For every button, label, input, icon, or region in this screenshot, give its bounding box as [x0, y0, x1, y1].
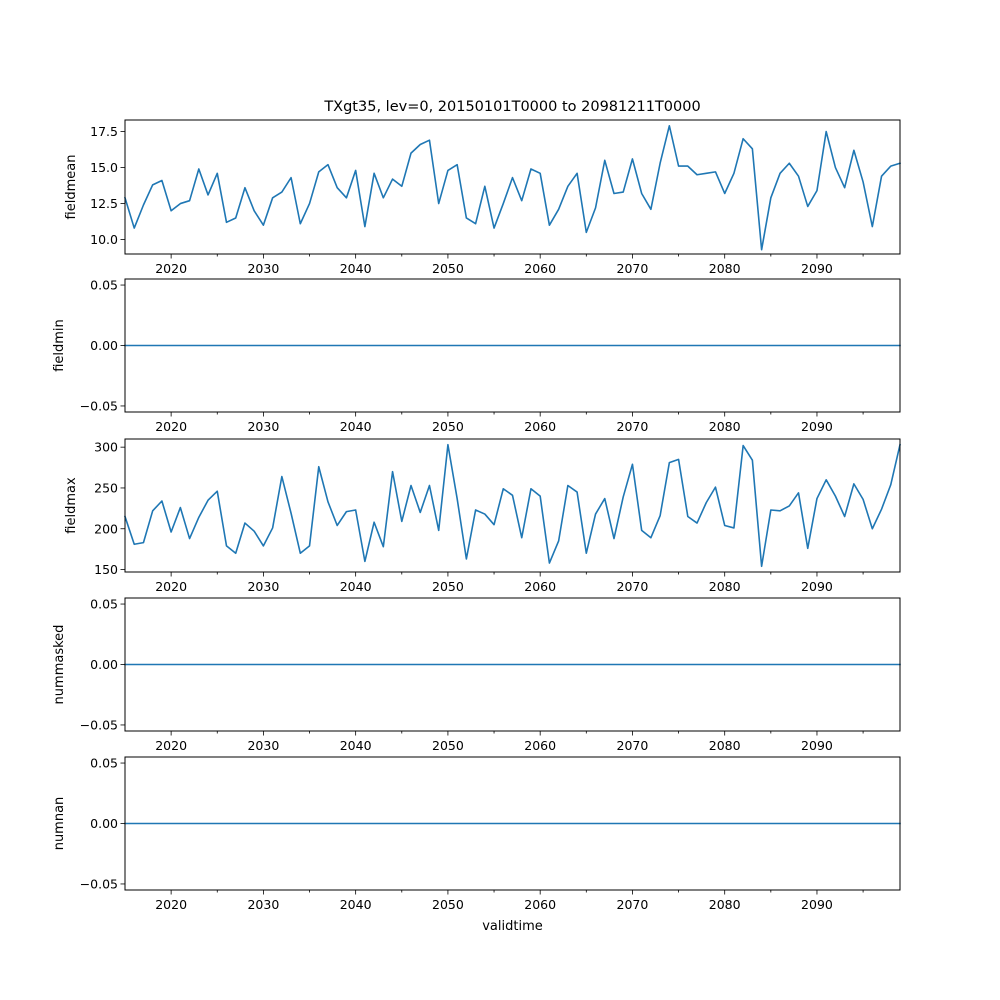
x-tick-label-fieldmax: 2030	[247, 579, 279, 594]
y-axis-label-numnan: numnan	[52, 797, 67, 851]
y-tick-label-nummasked: −0.05	[80, 717, 118, 732]
x-tick-label-nummasked: 2050	[432, 738, 464, 753]
x-tick-label-fieldmax: 2080	[709, 579, 741, 594]
x-tick-label-fieldmax: 2070	[617, 579, 649, 594]
panel-fieldmax: 150 200 250 300 2020 2030 2040 2050 2060 2070 2080…	[64, 438, 901, 594]
x-tick-label-numnan: 2070	[617, 897, 649, 912]
x-tick-label-numnan: 2020	[155, 897, 187, 912]
y-axis-label-fieldmean: fieldmean	[64, 155, 79, 220]
y-tick-label-fieldmax: 150	[94, 562, 118, 577]
y-axis-label-fieldmax: fieldmax	[64, 477, 79, 534]
y-tick-label-fieldmin: −0.05	[80, 398, 118, 413]
x-tick-label-fieldmin: 2050	[432, 419, 464, 434]
axes-frame-fieldmax	[124, 438, 901, 573]
x-tick-label-fieldmin: 2030	[247, 419, 279, 434]
series-line-fieldmean	[124, 124, 902, 251]
x-tick-label-fieldmin: 2020	[155, 419, 187, 434]
x-tick-label-fieldmean: 2030	[247, 261, 279, 276]
x-axis-label: validtime	[482, 919, 543, 934]
x-tick-label-fieldmean: 2090	[801, 261, 833, 276]
x-tick-label-fieldmax: 2020	[155, 579, 187, 594]
x-tick-label-numnan: 2050	[432, 897, 464, 912]
x-tick-label-fieldmax: 2050	[432, 579, 464, 594]
x-tick-label-nummasked: 2090	[801, 738, 833, 753]
y-tick-label-fieldmean: 10.0	[90, 232, 118, 247]
x-tick-label-fieldmin: 2060	[524, 419, 556, 434]
x-tick-label-nummasked: 2070	[617, 738, 649, 753]
axes-frame-fieldmean	[124, 119, 901, 255]
y-tick-label-nummasked: 0.00	[90, 657, 118, 672]
x-tick-label-fieldmax: 2040	[340, 579, 372, 594]
chart-title: TXgt35, lev=0, 20150101T0000 to 20981211…	[323, 99, 700, 115]
y-axis-label-fieldmin: fieldmin	[52, 319, 67, 372]
y-axis-label-nummasked: nummasked	[52, 625, 67, 705]
panels: 10.0 12.5 15.0 17.5 2020 2030 2040 2050 2060 2070…	[52, 119, 902, 912]
x-tick-label-fieldmax: 2090	[801, 579, 833, 594]
x-tick-label-nummasked: 2030	[247, 738, 279, 753]
y-tick-label-fieldmean: 17.5	[90, 124, 118, 139]
y-tick-label-nummasked: 0.05	[90, 597, 118, 612]
x-tick-label-nummasked: 2040	[340, 738, 372, 753]
x-tick-label-numnan: 2040	[340, 897, 372, 912]
x-tick-label-fieldmin: 2040	[340, 419, 372, 434]
y-tick-label-fieldmax: 200	[94, 521, 118, 536]
x-tick-label-fieldmean: 2040	[340, 261, 372, 276]
x-tick-label-numnan: 2090	[801, 897, 833, 912]
y-tick-label-numnan: 0.05	[90, 756, 118, 771]
panel-fieldmin: −0.05 0.00 0.05 2020 2030 2040 2050 2060 2070 208…	[52, 278, 901, 434]
x-tick-label-fieldmean: 2080	[709, 261, 741, 276]
panel-numnan: −0.05 0.00 0.05 2020 2030 2040 2050 2060 2070 208…	[52, 756, 901, 912]
y-tick-label-fieldmin: 0.05	[90, 278, 118, 293]
x-tick-label-numnan: 2060	[524, 897, 556, 912]
x-tick-label-numnan: 2030	[247, 897, 279, 912]
x-tick-label-fieldmin: 2070	[617, 419, 649, 434]
x-tick-label-nummasked: 2060	[524, 738, 556, 753]
x-tick-label-fieldmean: 2020	[155, 261, 187, 276]
y-tick-label-numnan: −0.05	[80, 876, 118, 891]
x-tick-label-fieldmean: 2060	[524, 261, 556, 276]
x-tick-label-numnan: 2080	[709, 897, 741, 912]
x-tick-label-fieldmean: 2050	[432, 261, 464, 276]
panel-nummasked: −0.05 0.00 0.05 2020 2030 2040 2050 2060 2070 208…	[52, 597, 901, 753]
series-line-fieldmax	[123, 443, 901, 568]
x-tick-label-fieldmean: 2070	[617, 261, 649, 276]
x-tick-label-fieldmin: 2080	[709, 419, 741, 434]
x-tick-label-fieldmax: 2060	[524, 579, 556, 594]
x-tick-label-nummasked: 2080	[709, 738, 741, 753]
x-tick-label-nummasked: 2020	[155, 738, 187, 753]
x-tick-label-fieldmin: 2090	[801, 419, 833, 434]
y-tick-label-fieldmean: 15.0	[90, 160, 118, 175]
y-tick-label-fieldmax: 250	[94, 480, 118, 495]
y-tick-label-fieldmin: 0.00	[90, 338, 118, 353]
y-tick-label-numnan: 0.00	[90, 816, 118, 831]
panel-fieldmean: 10.0 12.5 15.0 17.5 2020 2030 2040 2050 2060 2070…	[64, 119, 902, 276]
y-tick-label-fieldmean: 12.5	[90, 196, 118, 211]
y-tick-label-fieldmax: 300	[94, 440, 118, 455]
